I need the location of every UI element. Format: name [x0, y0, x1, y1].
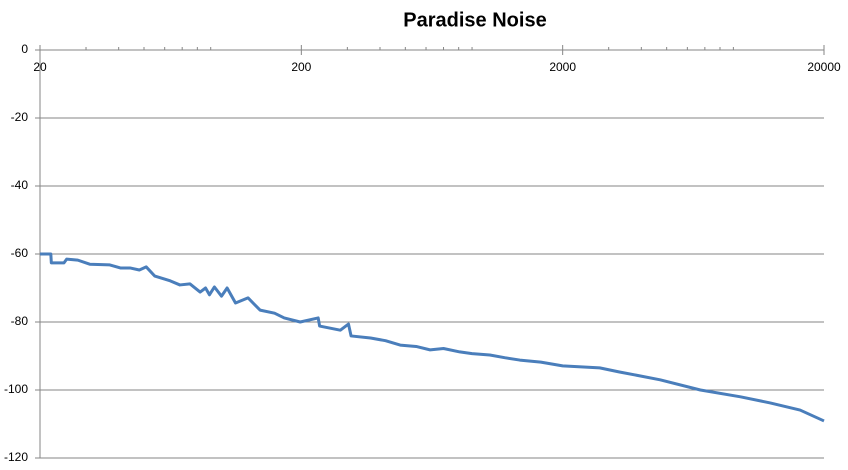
- x-tick-label: 20: [33, 60, 47, 74]
- y-tick-label: 0: [21, 42, 28, 56]
- x-tick-label: 20000: [807, 60, 841, 74]
- y-tick-label: -100: [4, 382, 28, 396]
- y-tick-label: -20: [11, 110, 29, 124]
- x-tick-label: 2000: [549, 60, 576, 74]
- x-tick-label: 200: [291, 60, 311, 74]
- y-tick-label: -80: [11, 314, 29, 328]
- series-line: [40, 252, 825, 423]
- y-tick-label: -40: [11, 178, 29, 192]
- chart-title: Paradise Noise: [403, 9, 546, 31]
- y-tick-label: -120: [4, 450, 28, 464]
- y-tick-label: -60: [11, 246, 29, 260]
